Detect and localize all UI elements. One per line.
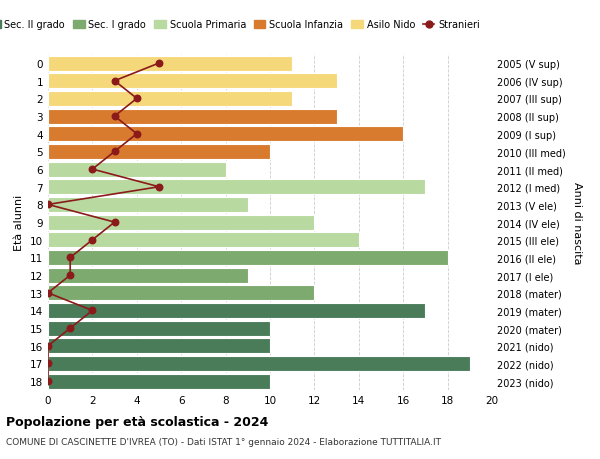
Y-axis label: Età alunni: Età alunni xyxy=(14,195,25,251)
Bar xyxy=(48,285,314,301)
Bar xyxy=(48,303,425,318)
Point xyxy=(43,378,53,385)
Point xyxy=(43,202,53,209)
Point xyxy=(88,166,97,174)
Point xyxy=(43,360,53,367)
Point xyxy=(88,307,97,314)
Bar xyxy=(48,74,337,89)
Point xyxy=(110,113,119,120)
Y-axis label: Anni di nascita: Anni di nascita xyxy=(572,181,582,264)
Bar xyxy=(48,162,226,177)
Bar xyxy=(48,374,270,389)
Point xyxy=(65,325,75,332)
Point xyxy=(110,78,119,85)
Point xyxy=(110,148,119,156)
Point xyxy=(43,342,53,350)
Bar xyxy=(48,56,292,72)
Point xyxy=(154,184,164,191)
Bar xyxy=(48,251,448,265)
Point xyxy=(65,254,75,262)
Bar xyxy=(48,268,248,283)
Bar xyxy=(48,145,270,160)
Bar xyxy=(48,109,337,124)
Bar xyxy=(48,197,248,213)
Bar xyxy=(48,321,270,336)
Bar xyxy=(48,92,292,106)
Legend: Sec. II grado, Sec. I grado, Scuola Primaria, Scuola Infanzia, Asilo Nido, Stran: Sec. II grado, Sec. I grado, Scuola Prim… xyxy=(0,17,484,34)
Point xyxy=(110,219,119,226)
Point xyxy=(43,290,53,297)
Bar xyxy=(48,233,359,248)
Point xyxy=(154,60,164,67)
Point xyxy=(132,131,142,138)
Text: COMUNE DI CASCINETTE D'IVREA (TO) - Dati ISTAT 1° gennaio 2024 - Elaborazione TU: COMUNE DI CASCINETTE D'IVREA (TO) - Dati… xyxy=(6,437,441,446)
Bar xyxy=(48,180,425,195)
Text: Popolazione per età scolastica - 2024: Popolazione per età scolastica - 2024 xyxy=(6,415,268,428)
Bar xyxy=(48,339,270,353)
Bar xyxy=(48,215,314,230)
Bar xyxy=(48,356,470,371)
Point xyxy=(88,236,97,244)
Point xyxy=(132,95,142,103)
Bar xyxy=(48,127,403,142)
Point xyxy=(65,272,75,279)
